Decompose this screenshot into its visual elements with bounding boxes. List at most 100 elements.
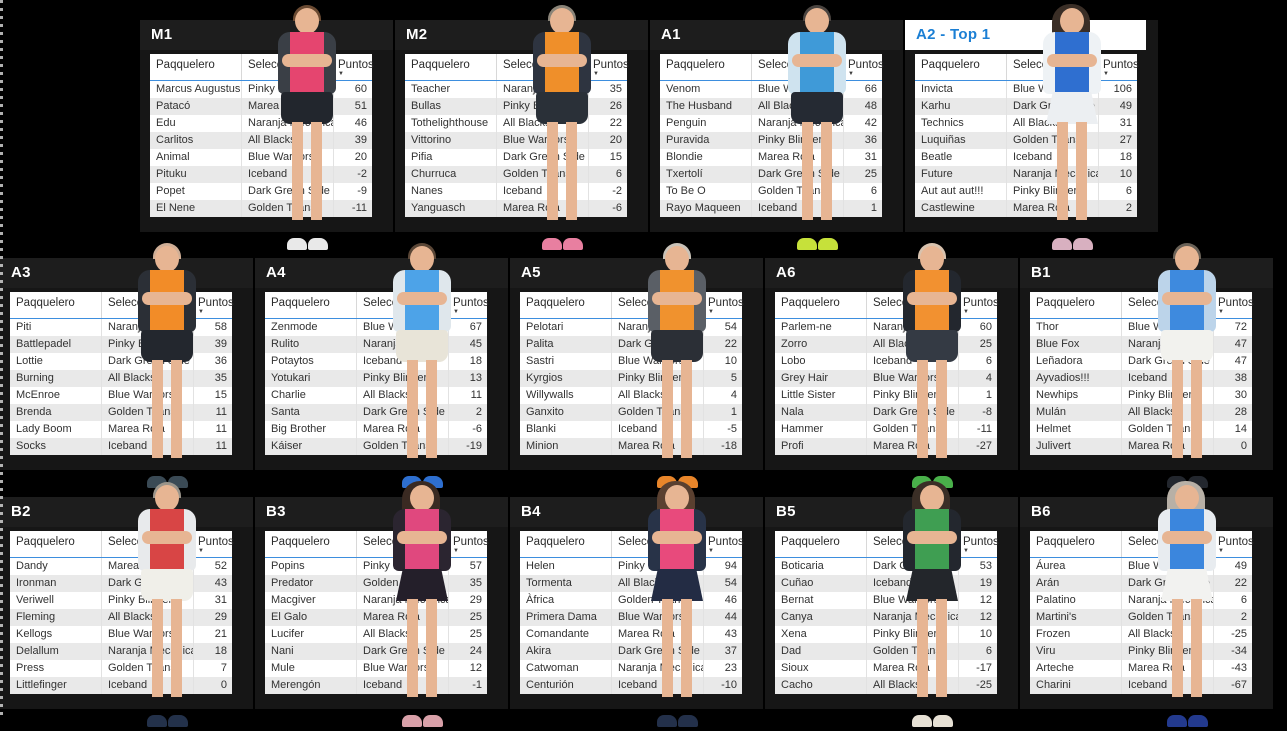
player-name-cell[interactable]: Dandy (10, 558, 102, 575)
points-cell[interactable]: 39 (354, 134, 367, 146)
points-cell[interactable]: -27 (976, 440, 992, 452)
points-cell[interactable]: -6 (472, 423, 482, 435)
player-name-cell[interactable]: Merengón (265, 677, 357, 694)
column-header-paqquelero[interactable]: Paqquelero (265, 531, 357, 557)
team-cell[interactable]: Marea Roja (1122, 438, 1214, 455)
player-name-cell[interactable]: Julivert (1030, 438, 1122, 455)
player-name-cell[interactable]: Nanes (405, 183, 497, 200)
points-cell[interactable]: -10 (721, 679, 737, 691)
column-header-puntos[interactable]: Puntos ▼ (844, 54, 884, 80)
player-name-cell[interactable]: Littlefinger (10, 677, 102, 694)
points-cell[interactable]: 6 (985, 645, 992, 657)
column-header-puntos[interactable]: Puntos ▼ (589, 54, 629, 80)
player-name-cell[interactable]: To Be O (660, 183, 752, 200)
points-cell[interactable]: -18 (721, 440, 737, 452)
points-cell[interactable]: 25 (469, 611, 482, 623)
points-cell[interactable]: 35 (214, 372, 227, 384)
player-name-cell[interactable]: Vittorino (405, 132, 497, 149)
player-name-cell[interactable]: Ironman (10, 575, 102, 592)
player-name-cell[interactable]: Bernat (775, 592, 867, 609)
points-cell[interactable]: 31 (1119, 117, 1132, 129)
player-name-cell[interactable]: Leñadora (1030, 353, 1122, 370)
team-cell[interactable]: Iceband (357, 353, 449, 370)
player-name-cell[interactable]: Brenda (10, 404, 102, 421)
player-name-cell[interactable]: Teacher (405, 81, 497, 98)
points-cell[interactable]: 25 (979, 338, 992, 350)
team-cell[interactable]: All Blacks (612, 575, 704, 592)
points-cell[interactable]: 31 (214, 594, 227, 606)
player-name-cell[interactable]: The Husband (660, 98, 752, 115)
points-cell[interactable]: 30 (1234, 389, 1247, 401)
player-name-cell[interactable]: Castlewine (915, 200, 1007, 217)
points-cell[interactable]: 18 (469, 355, 482, 367)
team-cell[interactable]: Iceband (867, 575, 959, 592)
player-name-cell[interactable]: Rayo Maqueen (660, 200, 752, 217)
points-cell[interactable]: 31 (864, 151, 877, 163)
player-name-cell[interactable]: Edu (150, 115, 242, 132)
points-cell[interactable]: 21 (214, 628, 227, 640)
team-cell[interactable]: All Blacks (242, 132, 334, 149)
points-cell[interactable]: -6 (612, 202, 622, 214)
player-name-cell[interactable]: Animal (150, 149, 242, 166)
player-name-cell[interactable]: Palatino (1030, 592, 1122, 609)
player-name-cell[interactable]: Battlepadel (10, 336, 102, 353)
player-name-cell[interactable]: Bullas (405, 98, 497, 115)
points-cell[interactable]: 6 (615, 168, 622, 180)
player-name-cell[interactable]: Fleming (10, 609, 102, 626)
team-cell[interactable]: All Blacks (612, 387, 704, 404)
player-name-cell[interactable]: Boticaria (775, 558, 867, 575)
points-cell[interactable]: -25 (1231, 628, 1247, 640)
points-cell[interactable]: 18 (214, 645, 227, 657)
player-name-cell[interactable]: Profi (775, 438, 867, 455)
player-name-cell[interactable]: Big Brother (265, 421, 357, 438)
points-cell[interactable]: 20 (609, 134, 622, 146)
points-cell[interactable]: 25 (469, 628, 482, 640)
player-name-cell[interactable]: Canya (775, 609, 867, 626)
points-cell[interactable]: -5 (727, 423, 737, 435)
points-cell[interactable]: 2 (1240, 611, 1247, 623)
team-cell[interactable]: All Blacks (1122, 404, 1214, 421)
player-name-cell[interactable]: Future (915, 166, 1007, 183)
points-cell[interactable]: 94 (724, 560, 737, 572)
player-name-cell[interactable]: Akira (520, 643, 612, 660)
points-cell[interactable]: 12 (979, 594, 992, 606)
points-cell[interactable]: 45 (469, 338, 482, 350)
column-header-puntos[interactable]: Puntos ▼ (449, 531, 489, 557)
player-name-cell[interactable]: Popet (150, 183, 242, 200)
column-header-paqquelero[interactable]: Paqquelero (660, 54, 752, 80)
player-name-cell[interactable]: Venom (660, 81, 752, 98)
player-name-cell[interactable]: Áurea (1030, 558, 1122, 575)
column-header-paqquelero[interactable]: Paqquelero (520, 531, 612, 557)
player-name-cell[interactable]: Blanki (520, 421, 612, 438)
points-cell[interactable]: 4 (985, 372, 992, 384)
team-cell[interactable]: Marea Roja (1007, 200, 1099, 217)
points-cell[interactable]: 36 (214, 355, 227, 367)
points-cell[interactable]: 12 (979, 611, 992, 623)
player-name-cell[interactable]: Dad (775, 643, 867, 660)
points-cell[interactable]: 1 (870, 202, 877, 214)
team-cell[interactable]: All Blacks (1122, 626, 1214, 643)
player-name-cell[interactable]: Blondie (660, 149, 752, 166)
team-cell[interactable]: Iceband (612, 421, 704, 438)
player-name-cell[interactable]: Technics (915, 115, 1007, 132)
column-header-puntos[interactable]: Puntos ▼ (449, 292, 489, 318)
points-cell[interactable]: 66 (864, 83, 877, 95)
player-name-cell[interactable]: Press (10, 660, 102, 677)
player-name-cell[interactable]: Ayvadios!!! (1030, 370, 1122, 387)
points-cell[interactable]: 26 (609, 100, 622, 112)
points-cell[interactable]: 42 (864, 117, 877, 129)
points-cell[interactable]: 28 (1234, 406, 1247, 418)
points-cell[interactable]: 106 (1113, 83, 1132, 95)
points-cell[interactable]: -1 (472, 679, 482, 691)
column-header-paqquelero[interactable]: Paqquelero (265, 292, 357, 318)
player-name-cell[interactable]: Lucifer (265, 626, 357, 643)
player-name-cell[interactable]: Patacó (150, 98, 242, 115)
points-cell[interactable]: 54 (724, 577, 737, 589)
points-cell[interactable]: 4 (730, 389, 737, 401)
player-name-cell[interactable]: Zenmode (265, 319, 357, 336)
player-name-cell[interactable]: Churruca (405, 166, 497, 183)
player-name-cell[interactable]: Pituku (150, 166, 242, 183)
points-cell[interactable]: 52 (214, 560, 227, 572)
points-cell[interactable]: 72 (1234, 321, 1247, 333)
player-name-cell[interactable]: El Galo (265, 609, 357, 626)
